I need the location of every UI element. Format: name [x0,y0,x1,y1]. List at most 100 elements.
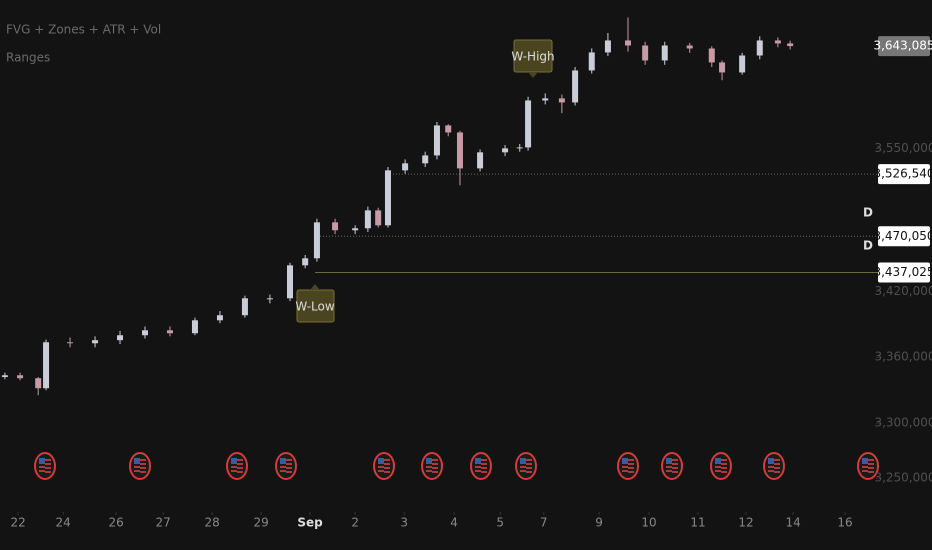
y-tick-label: 3,250,000 [874,471,932,485]
flag-canton [666,458,672,464]
candle-body [375,210,382,226]
event-flag [275,452,297,480]
flag-ring [129,452,151,480]
event-flag [373,452,395,480]
flag-ring [470,452,492,480]
candle-body [625,40,632,46]
event-flag [763,452,785,480]
flag-canton [715,458,721,464]
candle-body [642,45,649,61]
last-price-tag [878,36,930,57]
candle-body [142,330,148,336]
flag-ring [373,452,395,480]
x-tick-label: 4 [450,516,458,530]
candle-body [117,335,124,341]
x-tick-label: 11 [690,516,705,530]
flag-ring [34,452,56,480]
w-high-label: W-High [511,39,555,78]
candle-body [422,155,429,164]
candle-body [445,125,452,133]
x-tick-label: 2 [351,516,359,530]
event-flag [515,452,537,480]
candle-body [588,52,595,71]
flag-canton [622,458,628,464]
candle-body [191,320,198,334]
candle-body [787,43,794,47]
x-tick-label: Sep [297,516,323,530]
flag-ring [763,452,785,480]
price-tag-label: 3,526,540 [873,167,932,181]
flag-canton [39,458,45,464]
x-tick-label: 26 [108,516,123,530]
event-flag [857,452,879,480]
level-marker: D [863,239,873,253]
y-tick-label: 3,550,000 [874,141,932,155]
level-marker: D [863,206,873,220]
annotation-pointer [528,72,538,78]
x-tick-label: 10 [641,516,656,530]
flag-canton [520,458,526,464]
flag-ring [710,452,732,480]
y-tick-label: 3,420,000 [874,284,932,298]
candle-body [756,40,763,56]
price-tag-label: 3,470,050 [873,229,932,243]
candle-body [686,45,693,49]
plot: 3,250,000 3,300,000 3,360,000 3,420,000 3,55… [1,17,932,530]
candle-body [17,375,24,379]
x-tick-label: 22 [10,516,25,530]
flag-canton [134,458,140,464]
flag-canton [768,458,774,464]
candle-body [604,40,611,53]
x-tick-label: 7 [540,516,548,530]
price-tag-label: 3,437,025 [873,265,932,279]
event-flag [470,452,492,480]
x-tick-label: 16 [837,516,852,530]
y-tick-label: 3,300,000 [874,416,932,430]
candle-body [43,342,50,389]
candle-body [266,298,273,300]
indicator-title: Ranges [6,51,50,65]
flag-canton [475,458,481,464]
event-flag [617,452,639,480]
x-tick-label: 14 [785,516,800,530]
candle-body [719,62,726,73]
candle-body [332,222,339,231]
x-tick-label: 9 [595,516,603,530]
candle-body [166,330,173,334]
x-tick-label: 27 [155,516,170,530]
x-tick-label: 5 [496,516,504,530]
candle-body [542,98,549,101]
candle-body [525,100,532,148]
candle-body [384,170,391,226]
candle-body [67,342,74,344]
flag-canton [378,458,384,464]
event-flag [226,452,248,480]
candle-body [708,48,715,63]
flag-canton [426,458,432,464]
event-flag [34,452,56,480]
flag-canton [862,458,868,464]
last-price-label: 3,643,085 [873,39,932,53]
candle-body [477,152,484,169]
candle-body [661,45,668,61]
indicator-title: FVG + Zones + ATR + Vol [6,23,161,37]
flag-ring [617,452,639,480]
event-flag [710,452,732,480]
candle-body [35,378,42,389]
event-flags [34,452,879,480]
event-flag [129,452,151,480]
price-tag [878,164,930,185]
price-tag [878,226,930,247]
candle-body [558,98,565,103]
candle-body [216,315,223,321]
candle-body [1,375,8,378]
flag-ring [515,452,537,480]
candle-body [739,55,746,73]
flag-canton [231,458,237,464]
annotation-pointer [310,284,320,290]
candle-body [774,40,781,44]
candle-body [516,147,523,149]
candle-body [241,298,248,316]
candle-body [92,340,99,344]
candle-body [352,228,359,231]
